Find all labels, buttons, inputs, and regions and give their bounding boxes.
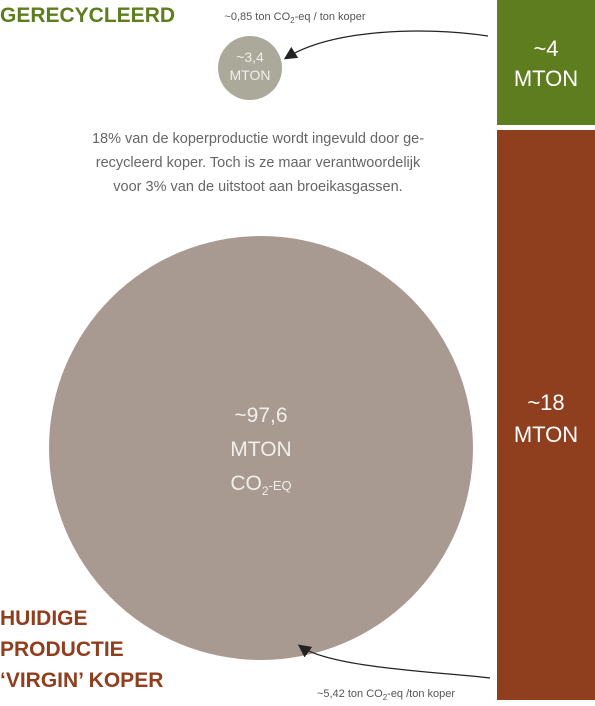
virgin-title: ‘VIRGIN’ KOPER xyxy=(0,669,163,692)
virgin-circle-co2: CO2-EQ xyxy=(230,472,291,498)
recycled-factor: ~0,85 ton CO2-eq / ton koper xyxy=(224,11,365,25)
virgin-circle xyxy=(49,236,473,660)
virgin-circle-value: ~97,6 xyxy=(234,404,287,427)
virgin-bar xyxy=(497,130,595,700)
recycled-bar-value: ~4 xyxy=(533,36,558,61)
virgin-bar-unit: MTON xyxy=(514,422,578,447)
virgin-arrow xyxy=(297,644,491,679)
recycled-circle-unit: MTON xyxy=(230,67,271,83)
note-line: 18% van de koperproductie wordt ingevuld… xyxy=(92,131,424,147)
virgin-circle-unit: MTON xyxy=(230,438,291,461)
recycled-circle xyxy=(218,36,282,100)
virgin-bar-value: ~18 xyxy=(527,390,564,415)
note-line: recycleerd koper. Toch is ze maar verant… xyxy=(96,155,421,171)
virgin-title: PRODUCTIE xyxy=(0,638,124,661)
recycled-title: GERECYCLEERD xyxy=(0,4,175,27)
recycled-bar-unit: MTON xyxy=(514,66,578,91)
note-line: voor 3% van de uitstoot aan broeikasgass… xyxy=(113,179,402,195)
virgin-title: HUIDIGE xyxy=(0,607,88,630)
recycled-circle-value: ~3,4 xyxy=(236,49,264,65)
virgin-factor: ~5,42 ton CO2-eq /ton koper xyxy=(317,688,455,702)
recycled-bar xyxy=(497,0,595,125)
recycled-arrow xyxy=(283,30,489,60)
